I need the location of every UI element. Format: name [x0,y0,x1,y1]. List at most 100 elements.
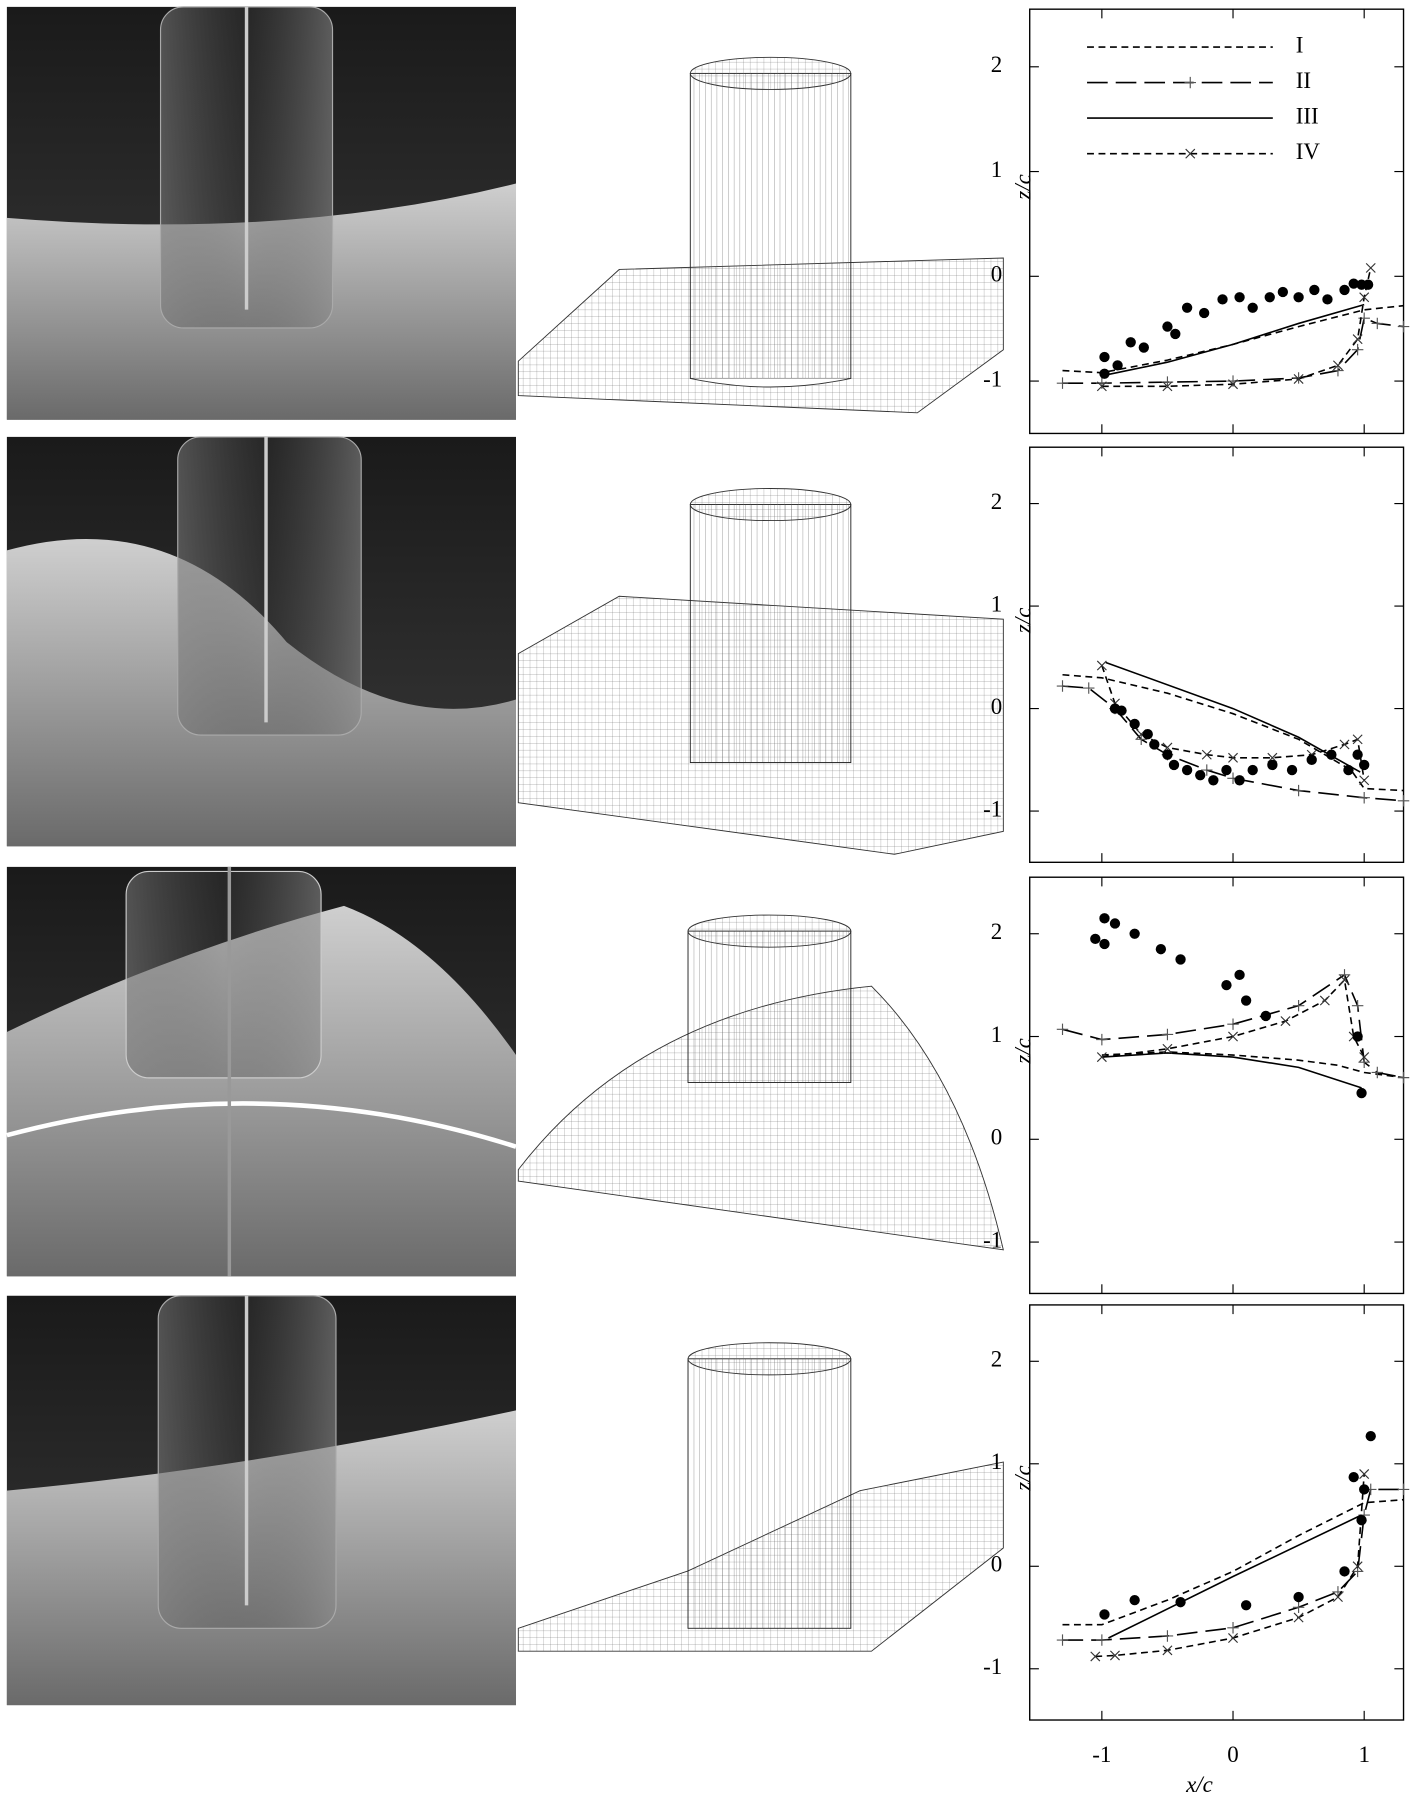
marker [1372,318,1383,329]
data-point [1099,913,1109,923]
data-point [1248,765,1258,775]
data-point [1116,705,1126,715]
data-point [1139,342,1149,352]
data-point [1175,1597,1185,1607]
series-line [1102,1053,1362,1088]
marker [1057,680,1068,691]
marker [1097,661,1106,670]
legend-label: III [1296,103,1319,128]
plot-frame [1030,1305,1404,1720]
mesh [518,488,1003,854]
data-point [1162,750,1172,760]
marker [1360,776,1369,785]
x-axis-label: x/c [1185,1772,1213,1797]
y-tick-label: -1 [983,366,1002,391]
data-point [1099,369,1109,379]
data-point [1110,918,1120,928]
data-point [1090,934,1100,944]
data-point [1326,750,1336,760]
series-line [1063,1500,1404,1625]
data-point [1352,1031,1362,1041]
x-tick-label: 0 [1227,1742,1238,1767]
data-point [1241,1600,1251,1610]
data-point [1169,760,1179,770]
series-line [1108,1515,1361,1638]
marker [1398,1072,1409,1083]
data-point [1293,1592,1303,1602]
y-axis-label: z/c [1010,174,1035,200]
series-line [1102,305,1364,376]
data-point [1265,292,1275,302]
marker [1227,1018,1238,1029]
legend-label: I [1296,32,1304,57]
marker [1057,1024,1068,1035]
photo [7,1296,516,1705]
y-tick-label: 0 [991,694,1002,719]
marker [1372,1067,1383,1078]
y-tick-label: -1 [983,1227,1002,1252]
marker [1398,795,1409,806]
legend-label: II [1296,68,1311,93]
plot-frame [1030,9,1404,433]
y-tick-label: 0 [991,262,1002,287]
marker [1096,1634,1107,1645]
data-point [1339,285,1349,295]
data-point [1352,750,1362,760]
data-point [1359,1484,1369,1494]
data-point [1234,292,1244,302]
data-point [1267,760,1277,770]
x-tick-label: 1 [1358,1742,1369,1767]
photos [7,7,516,1705]
data-point [1366,1431,1376,1441]
mesh [518,915,1003,1250]
plot-frame [1030,877,1404,1293]
y-tick-label: -1 [983,1654,1002,1679]
data-point [1156,944,1166,954]
data-point [1182,303,1192,313]
data-point [1234,775,1244,785]
data-point [1099,939,1109,949]
data-point [1287,765,1297,775]
x-tick-label: -1 [1092,1742,1111,1767]
data-point [1278,287,1288,297]
marker [1096,377,1107,388]
y-tick-label: 1 [991,1449,1002,1474]
data-point [1221,765,1231,775]
y-tick-label: 1 [991,1022,1002,1047]
y-axis-label: z/c [1010,608,1035,634]
data-point [1217,294,1227,304]
figure: -1012z/cIIIIIIIV-1012z/c-1012z/c-1012-10… [0,0,1415,1798]
data-point [1349,1472,1359,1482]
series-line [1102,1052,1404,1078]
mesh [518,1343,1003,1651]
data-point [1363,280,1373,290]
marker [1366,263,1375,272]
legend-label: IV [1296,139,1321,164]
y-tick-label: -1 [983,796,1002,821]
data-point [1208,775,1218,785]
marker [1162,1029,1173,1040]
y-axis-label: z/c [1010,1038,1035,1064]
y-axis-label: z/c [1010,1465,1035,1491]
marker [1057,377,1068,388]
plot-frame [1030,447,1404,862]
marker [1320,996,1329,1005]
marker [1281,1017,1290,1026]
data-point [1143,729,1153,739]
data-point [1359,760,1369,770]
data-point [1322,294,1332,304]
marker [1096,1034,1107,1045]
y-tick-label: 1 [991,591,1002,616]
marker [1398,1484,1409,1495]
data-point [1129,1595,1139,1605]
data-point [1126,337,1136,347]
meshes [518,57,1003,1651]
data-point [1356,1088,1366,1098]
data-point [1129,929,1139,939]
marker [1340,740,1349,749]
marker [1293,785,1304,796]
data-point [1162,321,1172,331]
data-point [1307,755,1317,765]
mesh [518,57,1003,412]
marker [1227,1622,1238,1633]
